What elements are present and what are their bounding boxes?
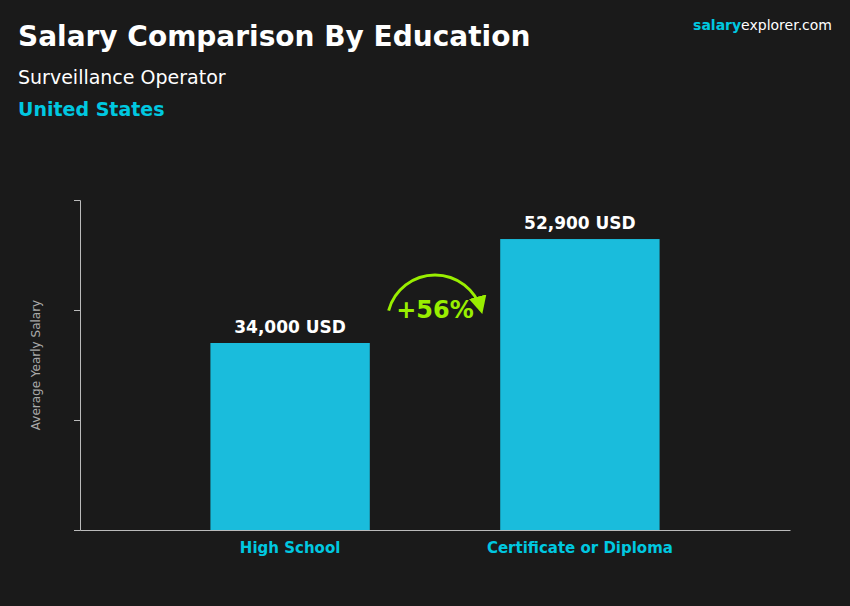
y-tick-mark [74, 200, 80, 201]
bar [500, 239, 659, 530]
title: Salary Comparison By Education [18, 20, 530, 53]
location: United States [18, 98, 165, 120]
x-tick-label: High School [240, 539, 340, 557]
change-label: +56% [396, 296, 474, 324]
y-tick-mark [74, 420, 80, 421]
x-tick-label: Certificate or Diploma [487, 539, 673, 557]
y-tick [74, 310, 80, 311]
subtitle: Surveillance Operator [18, 66, 226, 88]
y-axis-label: Average Yearly Salary [29, 300, 43, 430]
x-axis: High School Certificate or Diploma [81, 531, 791, 557]
y-axis [74, 201, 81, 531]
bars [210, 239, 659, 530]
plot: High School Certificate or Diploma Average… [29, 201, 791, 557]
y-tick-mark [74, 530, 80, 531]
data-labels: 34,000 USD 52,900 USD [234, 213, 635, 337]
y-tick [74, 530, 80, 531]
data-label: 34,000 USD [234, 317, 346, 337]
y-axis-line [74, 201, 81, 531]
background [0, 0, 850, 606]
chart: Salary Comparison By Education Surveillan… [0, 0, 850, 606]
brand-part: salary [693, 17, 741, 33]
y-tick [74, 420, 80, 421]
x-tick: Certificate or Diploma [487, 539, 673, 557]
bar [210, 343, 369, 530]
brand-part: explorer.com [741, 17, 832, 33]
data-label: 52,900 USD [524, 213, 636, 233]
x-tick: High School [240, 539, 340, 557]
x-axis-line [81, 530, 791, 531]
brand: salaryexplorer.com [693, 17, 832, 33]
y-tick-mark [74, 310, 80, 311]
y-tick [74, 200, 80, 201]
